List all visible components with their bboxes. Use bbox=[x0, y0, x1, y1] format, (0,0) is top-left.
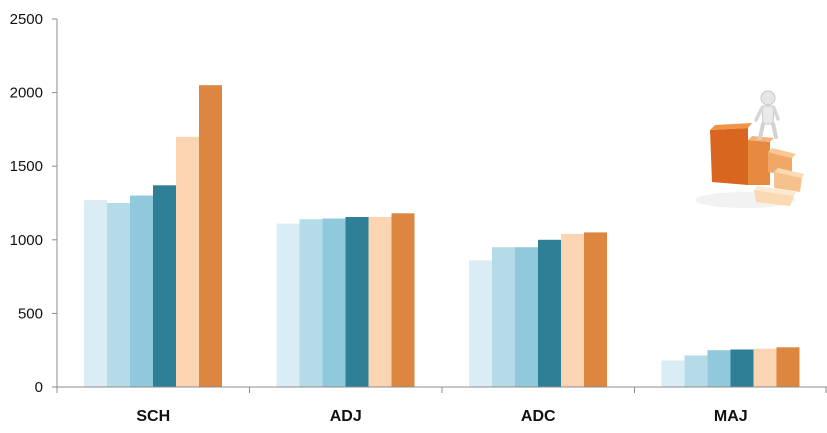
axes: 0 500 1000 1500 2000 2500 SCH ADJ ADC MAJ bbox=[10, 11, 827, 425]
bar-adj-4 bbox=[345, 217, 369, 387]
bar-adc-4 bbox=[538, 239, 561, 387]
bar-sch-2 bbox=[107, 203, 130, 387]
bar-maj-1 bbox=[661, 360, 685, 387]
bar-adj-1 bbox=[276, 223, 300, 387]
bar-adj-6 bbox=[391, 213, 415, 387]
bar-maj-2 bbox=[684, 355, 708, 387]
person-on-staircase-icon bbox=[695, 90, 804, 208]
bar-adj-3 bbox=[322, 218, 346, 387]
y-tick-label: 2500 bbox=[10, 11, 43, 28]
bar-sch-3 bbox=[130, 195, 153, 387]
bar-sch-1 bbox=[84, 200, 107, 387]
bar-maj-5 bbox=[753, 348, 777, 387]
bar-sch-6 bbox=[199, 85, 222, 387]
bar-sch-4 bbox=[153, 185, 176, 387]
y-tick-label: 1000 bbox=[10, 232, 43, 249]
bar-maj-4 bbox=[730, 349, 754, 387]
x-tick-label: ADJ bbox=[330, 408, 362, 425]
bar-adj-5 bbox=[368, 217, 392, 387]
bar-adc-5 bbox=[561, 233, 584, 387]
bar-adc-2 bbox=[492, 247, 515, 387]
x-tick-label: SCH bbox=[136, 408, 170, 425]
bars bbox=[84, 85, 800, 387]
y-tick-label: 1500 bbox=[10, 158, 43, 175]
bar-adc-1 bbox=[469, 260, 492, 387]
bar-adj-2 bbox=[299, 219, 323, 387]
x-tick-label: MAJ bbox=[714, 408, 748, 425]
y-tick-label: 0 bbox=[35, 379, 43, 396]
bar-adc-6 bbox=[584, 232, 607, 387]
bar-sch-5 bbox=[176, 136, 199, 387]
y-tick-label: 500 bbox=[18, 305, 43, 322]
y-tick-label: 2000 bbox=[10, 85, 43, 102]
bar-maj-6 bbox=[776, 347, 800, 387]
bar-adc-3 bbox=[515, 247, 538, 387]
x-tick-label: ADC bbox=[521, 408, 556, 425]
bar-maj-3 bbox=[707, 350, 731, 387]
